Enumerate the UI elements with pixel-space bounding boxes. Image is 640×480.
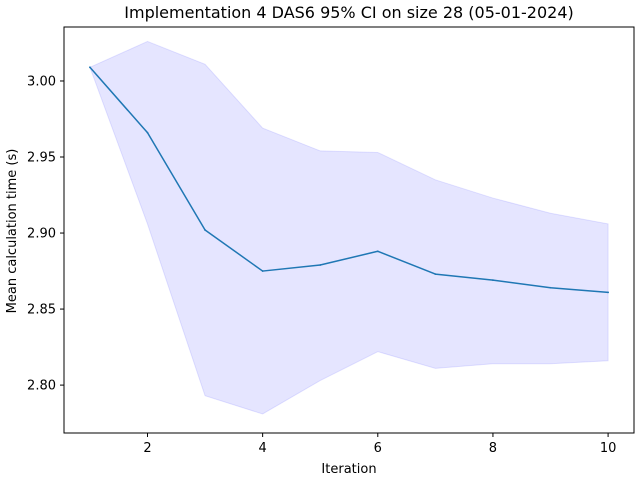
x-axis: 2 4 6 8 10 xyxy=(143,433,616,456)
plot-area xyxy=(89,40,609,415)
data-point xyxy=(146,131,149,134)
x-tick-label: 4 xyxy=(258,441,266,456)
x-tick-label: 8 xyxy=(489,441,497,456)
y-tick-label: 3.00 xyxy=(27,74,56,89)
y-axis: 2.80 2.85 2.90 2.95 3.00 xyxy=(27,74,64,394)
y-tick-label: 2.95 xyxy=(27,151,56,166)
chart-title: Implementation 4 DAS6 95% CI on size 28 … xyxy=(124,3,573,22)
data-point xyxy=(89,66,91,69)
data-point xyxy=(261,270,264,272)
x-tick-label: 6 xyxy=(374,441,382,456)
data-point xyxy=(434,273,437,275)
x-axis-label: Iteration xyxy=(321,462,376,477)
x-tick-label: 10 xyxy=(600,441,617,456)
y-axis-label: Mean calculation time (s) xyxy=(5,149,20,314)
y-tick-label: 2.90 xyxy=(27,227,56,242)
axes-frame xyxy=(63,26,635,434)
x-tick-label: 2 xyxy=(143,441,151,456)
data-point xyxy=(607,291,609,294)
data-point xyxy=(319,264,322,266)
y-tick-label: 2.80 xyxy=(27,379,56,394)
data-point xyxy=(549,286,552,289)
series-line-0 xyxy=(89,66,609,294)
y-tick-label: 2.85 xyxy=(27,303,56,318)
data-point xyxy=(204,229,206,231)
data-point xyxy=(492,279,494,282)
data-point xyxy=(376,250,379,253)
